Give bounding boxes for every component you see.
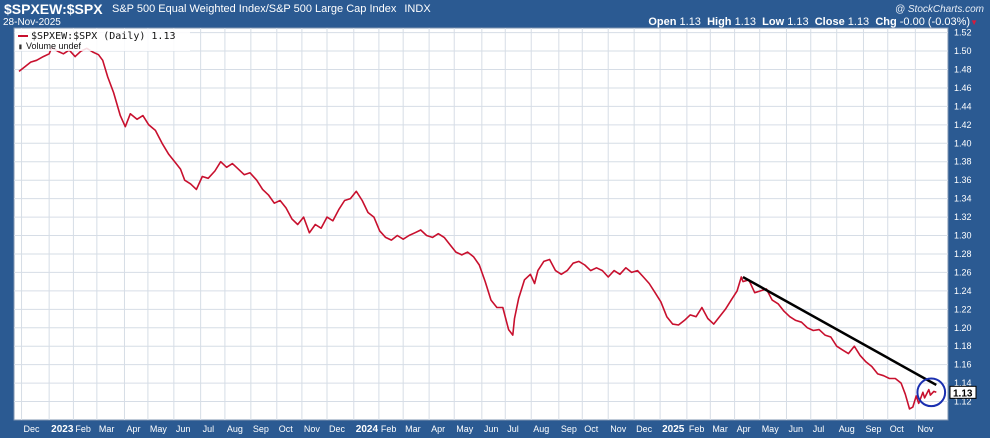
y-tick-label: 1.34 [954, 194, 972, 204]
x-tick-label: Feb [689, 424, 705, 434]
x-tick-label: Mar [405, 424, 421, 434]
x-tick-label: Sep [865, 424, 881, 434]
x-tick-label: 2025 [662, 424, 685, 435]
x-tick-label: May [456, 424, 474, 434]
index-name: S&P 500 Equal Weighted Index/S&P 500 Lar… [112, 3, 431, 15]
series-line [18, 46, 937, 410]
open-value: 1.13 [679, 16, 701, 28]
x-tick-label: Mar [99, 424, 115, 434]
x-tick-label: Apr [126, 424, 140, 434]
x-tick-label: Jun [788, 424, 803, 434]
x-tick-label: 2024 [356, 424, 379, 435]
close-label: Close [814, 16, 845, 28]
y-tick-label: 1.28 [954, 249, 972, 259]
y-tick-label: 1.38 [954, 157, 972, 167]
x-tick-label: Sep [561, 424, 577, 434]
y-tick-label: 1.22 [954, 304, 972, 314]
x-tick-label: Feb [381, 424, 397, 434]
bar-chart-icon: ▮ [18, 42, 23, 51]
low-value: 1.13 [787, 16, 809, 28]
brand-watermark: @ StockCharts.com [894, 4, 984, 15]
y-tick-label: 1.12 [954, 397, 972, 407]
y-tick-label: 1.32 [954, 212, 972, 222]
y-tick-label: 1.18 [954, 341, 972, 351]
x-tick-label: May [762, 424, 780, 434]
x-tick-label: Nov [304, 424, 321, 434]
chart-date: 28-Nov-2025 [3, 17, 61, 28]
down-arrow-icon: ▼ [970, 18, 978, 27]
x-tick-label: Sep [253, 424, 269, 434]
ohlc-readout: Open 1.13 High 1.13 Low 1.13 Close 1.13 … [648, 16, 978, 28]
y-tick-label: 1.40 [954, 138, 972, 148]
x-tick-label: Oct [584, 424, 599, 434]
annotation-layer [742, 275, 947, 408]
legend-series-label: $SPXEW:$SPX (Daily) 1.13 [31, 31, 176, 42]
trendline [742, 275, 937, 387]
y-tick-label: 1.36 [954, 175, 972, 185]
x-tick-label: Feb [75, 424, 91, 434]
y-tick-label: 1.20 [954, 323, 972, 333]
x-tick-label: Apr [737, 424, 751, 434]
x-tick-label: Nov [917, 424, 934, 434]
change-value: -0.00 (-0.03%) [899, 16, 971, 28]
legend-background [15, 29, 190, 51]
y-tick-label: 1.26 [954, 267, 972, 277]
x-tick-label: Oct [279, 424, 294, 434]
plot-area [13, 27, 949, 421]
x-tick-label: Aug [839, 424, 855, 434]
open-label: Open [648, 16, 677, 28]
y-tick-label: 1.14 [954, 378, 972, 388]
y-tick-label: 1.48 [954, 65, 972, 75]
x-tick-label: 2023 [51, 424, 74, 435]
x-tick-label: Jun [176, 424, 191, 434]
y-tick-label: 1.42 [954, 120, 972, 130]
last-value-tag [949, 385, 977, 399]
legend-volume-label: Volume undef [26, 41, 82, 51]
y-tick-label: 1.46 [954, 83, 972, 93]
legend: $SPXEW:$SPX (Daily) 1.13 ▮ Volume undef [15, 29, 190, 51]
x-tick-label: Jul [813, 424, 825, 434]
x-tick-label: Apr [431, 424, 445, 434]
high-value: 1.13 [734, 16, 756, 28]
x-tick-label: Jul [203, 424, 215, 434]
exchange-label: INDX [404, 3, 431, 15]
y-tick-label: 1.30 [954, 231, 972, 241]
x-tick-label: Mar [712, 424, 728, 434]
x-tick-label: Dec [24, 424, 41, 434]
symbol-title: $SPXEW:$SPX [4, 1, 103, 17]
x-tick-label: Jun [484, 424, 499, 434]
y-tick-label: 1.16 [954, 360, 972, 370]
x-tick-label: May [150, 424, 168, 434]
last-value-label: 1.13 [953, 388, 973, 399]
x-tick-label: Aug [227, 424, 243, 434]
highlight-circle [916, 377, 947, 408]
low-label: Low [762, 16, 785, 28]
change-label: Chg [875, 16, 897, 28]
series-layer [18, 46, 937, 410]
x-tick-label: Aug [533, 424, 549, 434]
grid-layer [14, 28, 948, 420]
x-tick-label: Dec [329, 424, 346, 434]
x-tick-label: Dec [636, 424, 653, 434]
close-value: 1.13 [847, 16, 870, 28]
x-tick-label: Nov [610, 424, 627, 434]
y-tick-label: 1.44 [954, 101, 972, 111]
axis-layer: 1.12 1.14 1.16 1.18 1.20 1.22 1.24 1.26 1.28 1.30… [24, 28, 977, 435]
index-name-text: S&P 500 Equal Weighted Index/S&P 500 Lar… [112, 3, 397, 15]
y-tick-label: 1.50 [954, 46, 972, 56]
x-tick-label: Jul [507, 424, 519, 434]
y-tick-label: 1.24 [954, 286, 972, 296]
x-tick-label: Oct [890, 424, 905, 434]
y-tick-label: 1.52 [954, 28, 972, 38]
high-label: High [707, 16, 732, 28]
